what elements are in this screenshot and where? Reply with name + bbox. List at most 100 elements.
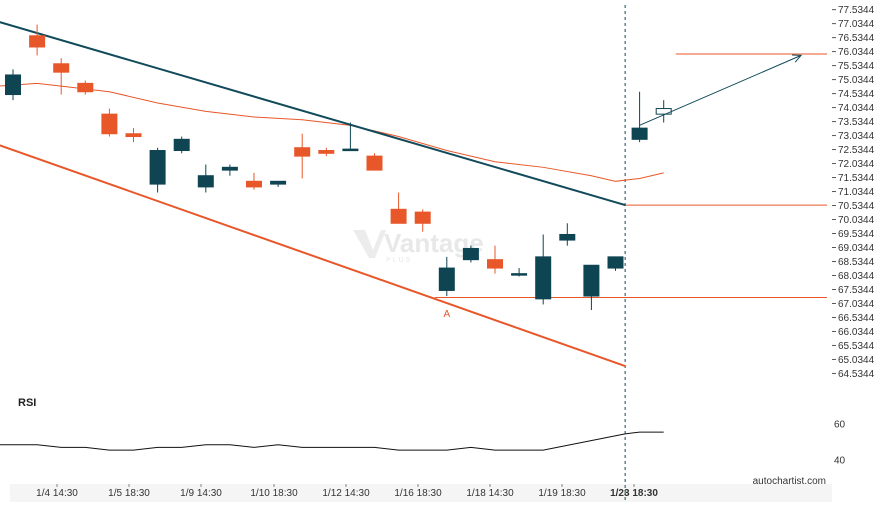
candle-body — [149, 150, 166, 185]
price-tick-label: 65.0344 — [838, 355, 875, 366]
candle-body — [101, 113, 118, 135]
candle — [607, 256, 624, 271]
price-tick-label: 69.5344 — [838, 229, 875, 240]
price-tick-label: 68.0344 — [838, 271, 875, 282]
price-tick-label: 72.0344 — [838, 159, 875, 170]
candle-body — [559, 233, 576, 241]
candle — [101, 108, 118, 137]
time-tick-label: 1/12 14:30 — [322, 488, 370, 499]
watermark: autochartist.com — [753, 476, 826, 487]
time-tick-label: 1/10 18:30 — [250, 488, 298, 499]
candle-body — [438, 267, 455, 291]
time-tick-label: 1/19 18:30 — [538, 488, 586, 499]
price-tick-label: 77.0344 — [838, 19, 875, 30]
candle — [77, 80, 94, 95]
candle-body — [535, 256, 552, 300]
candle — [29, 24, 46, 56]
candle-body — [487, 259, 503, 269]
candle — [535, 234, 552, 305]
candle-body — [294, 147, 311, 157]
x-axis-band — [10, 484, 832, 502]
price-tick-label: 75.5344 — [838, 61, 875, 72]
candle-body — [607, 256, 624, 269]
candle-body — [29, 35, 46, 48]
candle-body — [173, 138, 190, 152]
candle-body — [655, 108, 672, 115]
candle — [414, 209, 431, 232]
price-tick-label: 67.0344 — [838, 299, 875, 310]
candle — [294, 133, 311, 179]
price-tick-label: 70.5344 — [838, 201, 875, 212]
candle-body — [318, 150, 335, 154]
candle-body — [246, 180, 262, 188]
time-tick-label: 1/5 18:30 — [108, 488, 150, 499]
price-tick-label: 74.0344 — [838, 103, 875, 114]
price-tick-label: 71.0344 — [838, 187, 875, 198]
price-tick-label: 74.5344 — [838, 89, 875, 100]
candle-body — [197, 175, 214, 188]
candle — [511, 268, 528, 277]
candle — [366, 153, 383, 171]
candle-body — [462, 247, 479, 261]
price-tick-label: 73.5344 — [838, 117, 875, 128]
forecast-arrow — [639, 54, 803, 126]
price-tick-label: 75.0344 — [838, 75, 875, 86]
price-tick-label: 72.5344 — [838, 145, 875, 156]
candle — [197, 164, 214, 193]
price-tick-label: 64.5344 — [838, 369, 875, 380]
candle — [246, 172, 262, 190]
time-tick-label: 1/18 14:30 — [466, 488, 514, 499]
candle — [559, 223, 576, 246]
candle — [5, 69, 21, 101]
rsi-title: RSI — [18, 397, 36, 409]
candle — [631, 91, 648, 143]
candle — [462, 245, 479, 263]
candle-body — [53, 63, 70, 73]
price-tick-label: 66.5344 — [838, 313, 875, 324]
candle-body — [511, 273, 528, 276]
time-axis: 1/4 14:30 1/5 18:30 1/9 14:30 1/10 18:30 1/1… — [36, 484, 658, 499]
forecast-arrow-head-icon — [792, 54, 803, 63]
level-lines — [434, 53, 827, 298]
candle — [583, 264, 600, 311]
candle — [149, 147, 166, 193]
candle-body — [125, 133, 142, 138]
candle-body — [414, 211, 431, 224]
candle — [173, 136, 190, 154]
time-tick-label: 1/4 14:30 — [36, 488, 78, 499]
rsi-tick-label: 40 — [834, 456, 846, 467]
point-label-a: A — [443, 309, 450, 320]
candle-body — [631, 127, 648, 140]
price-tick-label: 70.0344 — [838, 215, 875, 226]
candle — [318, 147, 335, 157]
price-tick-label: 68.5344 — [838, 257, 875, 268]
price-tick-label: 73.0344 — [838, 131, 875, 142]
candle — [270, 180, 287, 187]
price-tick-label: 76.5344 — [838, 33, 875, 44]
price-axis: 77.5344 77.0344 76.5344 76.0344 75.5344 75.03… — [832, 5, 875, 380]
candles — [5, 24, 672, 311]
price-tick-label: 76.0344 — [838, 47, 875, 58]
time-tick-label: 1/16 18:30 — [394, 488, 442, 499]
candle-body — [342, 148, 359, 152]
rsi-tick-label: 60 — [834, 420, 846, 431]
price-tick-label: 71.5344 — [838, 173, 875, 184]
brand-logo-icon — [353, 230, 386, 258]
candle-body — [221, 166, 238, 171]
candle-body — [77, 82, 94, 93]
time-tick-label: 1/23 18:30 — [610, 488, 658, 499]
price-tick-label: 69.0344 — [838, 243, 875, 254]
candle — [125, 128, 142, 143]
forecast-arrow-shaft — [639, 54, 802, 126]
price-tick-label: 67.5344 — [838, 285, 875, 296]
candle-body — [583, 264, 600, 297]
candle-body — [270, 180, 287, 185]
candle — [342, 122, 359, 152]
candle — [487, 245, 503, 274]
rsi-line — [0, 431, 664, 451]
candle-body — [5, 74, 21, 96]
candle-body — [366, 155, 383, 171]
candle — [390, 192, 407, 224]
